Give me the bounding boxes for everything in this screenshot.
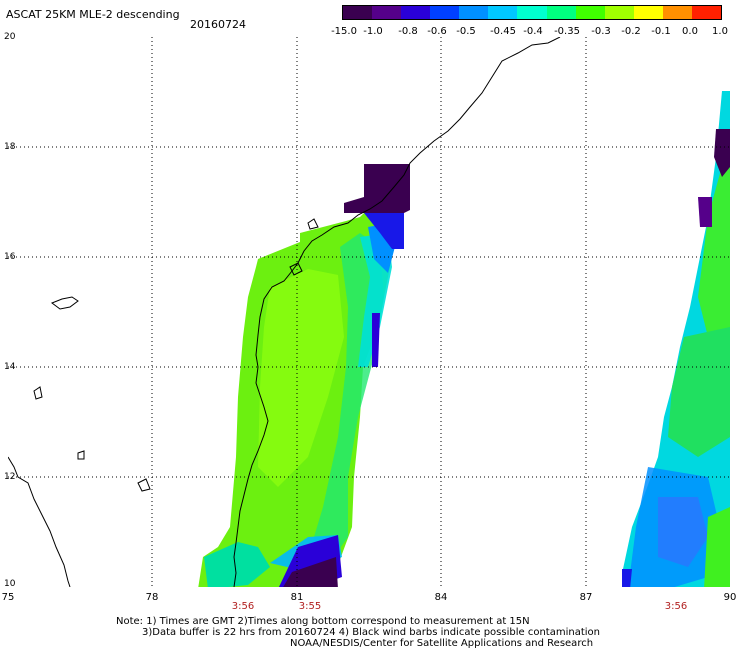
swath-west-patch	[344, 164, 410, 213]
lat-label: 14	[4, 362, 16, 372]
colorbar-swatch	[575, 6, 605, 19]
swath-west-patch	[258, 269, 344, 487]
lon-label: 75	[1, 592, 15, 603]
colorbar-label: -1.0	[363, 26, 383, 37]
colorbar-swatch	[401, 6, 431, 19]
colorbar-swatch	[372, 6, 402, 19]
colorbar-swatch	[604, 6, 634, 19]
coastline-island	[307, 218, 319, 230]
coastline-island	[137, 478, 151, 492]
lat-label: 12	[4, 472, 16, 482]
colorbar-label: 0.0	[682, 26, 698, 37]
colorbar-swatch	[633, 6, 663, 19]
colorbar-label: -15.0	[331, 26, 357, 37]
colorbar-label: -0.1	[651, 26, 671, 37]
coastline-island	[50, 296, 79, 310]
colorbar-swatch	[662, 6, 692, 19]
colorbar-label: -0.6	[427, 26, 447, 37]
swath-east-patch	[714, 129, 730, 177]
time-label: 3:56	[664, 601, 688, 612]
lon-label: 90	[723, 592, 737, 603]
lat-label: 16	[4, 252, 16, 262]
swath-west	[198, 164, 410, 587]
swath-east-patch	[622, 569, 632, 587]
time-label: 3:56	[231, 601, 255, 612]
swath-west-patch	[283, 557, 338, 587]
lat-label: 10	[4, 579, 16, 589]
colorbar-swatch	[517, 6, 547, 19]
map-title: ASCAT 25KM MLE-2 descending	[6, 8, 180, 21]
colorbar-label: 1.0	[712, 26, 728, 37]
colorbar-swatch	[430, 6, 460, 19]
colorbar-labels: -15.0 -1.0 -0.8 -0.6 -0.5 -0.45 -0.4 -0.…	[320, 26, 740, 38]
colorbar-label: -0.4	[523, 26, 543, 37]
note-line-2: 3)Data buffer is 22 hrs from 20160724 4)…	[142, 627, 600, 638]
lon-label: 87	[579, 592, 593, 603]
swath-east-patch	[698, 137, 730, 337]
colorbar-label: -0.2	[621, 26, 641, 37]
note-line-3: NOAA/NESDIS/Center for Satellite Applica…	[290, 638, 594, 649]
lon-label: 78	[145, 592, 159, 603]
time-label: 3:55	[298, 601, 322, 612]
swath-east-main	[622, 91, 730, 587]
coastline-island	[289, 262, 303, 276]
coastline	[8, 37, 561, 587]
colorbar-swatch	[343, 6, 373, 19]
colorbar-swatch	[691, 6, 722, 19]
colorbar	[342, 5, 722, 20]
lon-label: 84	[434, 592, 448, 603]
coastline-island	[77, 450, 85, 460]
swath-east-patch	[704, 507, 730, 587]
colorbar-label: -0.8	[398, 26, 418, 37]
grid	[8, 37, 730, 587]
coastline-island	[33, 386, 43, 400]
colorbar-swatch	[488, 6, 518, 19]
swath-east-patch	[668, 327, 730, 457]
colorbar-label: -0.35	[554, 26, 580, 37]
map-panel	[8, 37, 730, 587]
swath-east-patch	[658, 497, 708, 567]
swath-east-patch	[698, 197, 712, 227]
swath-west-patch	[364, 213, 404, 249]
colorbar-label: -0.45	[490, 26, 516, 37]
lat-label: 18	[4, 142, 16, 152]
colorbar-swatch	[459, 6, 489, 19]
swath-west-patch	[204, 542, 270, 587]
colorbar-swatch	[546, 6, 576, 19]
swath-east	[622, 91, 730, 587]
map-date: 20160724	[190, 18, 246, 31]
colorbar-label: -0.3	[591, 26, 611, 37]
lat-label: 20	[4, 32, 16, 42]
lon-label: 81	[290, 592, 304, 603]
coastline-india-west	[8, 456, 71, 587]
swath-west-patch	[372, 313, 380, 367]
note-line-1: Note: 1) Times are GMT 2)Times along bot…	[116, 616, 530, 627]
colorbar-label: -0.5	[456, 26, 476, 37]
